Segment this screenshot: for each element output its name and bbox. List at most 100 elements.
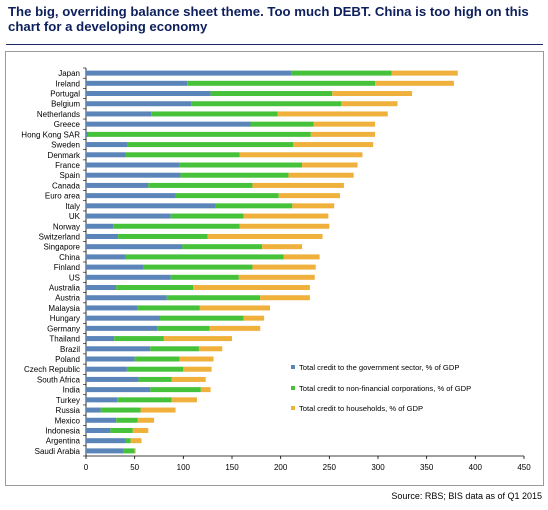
bar-corporations [170, 213, 244, 219]
category-label: Greece [54, 120, 81, 129]
bar-corporations [114, 336, 164, 342]
bar-households [302, 162, 358, 168]
category-label: Belgium [51, 100, 80, 109]
category-label: Hungary [50, 314, 80, 323]
category-label: Canada [52, 181, 81, 190]
x-tick-label: 100 [177, 463, 191, 472]
bar-government [86, 152, 126, 158]
bar-government [86, 131, 88, 137]
legend-swatch [291, 365, 295, 369]
bar-government [86, 264, 144, 270]
x-tick-label: 450 [517, 463, 531, 472]
bar-government [86, 387, 151, 393]
bar-corporations [151, 111, 278, 117]
bar-government [86, 376, 139, 382]
bar-households [193, 285, 310, 291]
x-tick-label: 0 [84, 463, 89, 472]
bar-government [86, 438, 126, 444]
bar-households [262, 244, 303, 250]
x-tick-label: 350 [420, 463, 434, 472]
bar-government [86, 417, 117, 423]
source-note: Source: RBS; BIS data as of Q1 2015 [391, 491, 542, 501]
bar-government [86, 142, 128, 148]
bar-households [132, 427, 149, 433]
bar-corporations [180, 172, 289, 178]
category-label: US [69, 273, 80, 282]
bar-corporations [150, 387, 201, 393]
category-label: Norway [53, 222, 80, 231]
bar-government [86, 80, 188, 86]
bar-corporations [175, 193, 279, 199]
bar-corporations [100, 407, 141, 413]
bar-households [252, 182, 344, 188]
bar-households [171, 397, 197, 403]
bar-government [86, 254, 126, 260]
bar-government [86, 274, 171, 280]
category-label: Finland [54, 263, 80, 272]
bar-households [288, 172, 354, 178]
bar-households [332, 91, 413, 97]
category-label: Japan [58, 69, 80, 78]
category-label: South Africa [37, 375, 81, 384]
category-label: Switzerland [39, 232, 80, 241]
legend-label: Total credit to households, % of GDP [299, 404, 423, 413]
bar-government [86, 162, 180, 168]
bar-government [86, 397, 118, 403]
category-label: Spain [60, 171, 80, 180]
bar-corporations [150, 346, 199, 352]
bar-government [86, 172, 181, 178]
bar-households [243, 315, 265, 321]
bar-households [179, 356, 214, 362]
bar-government [86, 336, 115, 342]
x-tick-label: 250 [323, 463, 337, 472]
x-tick-label: 50 [130, 463, 139, 472]
category-label: France [55, 161, 80, 170]
bar-government [86, 213, 171, 219]
bar-households [341, 101, 398, 107]
bar-corporations [122, 448, 135, 454]
bar-corporations [125, 254, 284, 260]
category-label: Denmark [48, 151, 81, 160]
category-label: Brazil [60, 345, 80, 354]
bar-government [86, 346, 151, 352]
category-label: Turkey [56, 396, 80, 405]
bar-households [134, 448, 136, 454]
bar-corporations [125, 152, 240, 158]
bar-households [292, 203, 335, 209]
category-label: Netherlands [37, 110, 80, 119]
bar-government [86, 315, 160, 321]
bar-households [198, 346, 223, 352]
bar-corporations [143, 264, 253, 270]
bar-corporations [125, 438, 131, 444]
bar-households [163, 336, 232, 342]
bar-corporations [138, 376, 172, 382]
x-tick-label: 400 [469, 463, 483, 472]
bar-government [86, 448, 123, 454]
bar-households [252, 264, 316, 270]
bar-households [277, 111, 388, 117]
category-label: Austria [55, 294, 80, 303]
category-label: Euro area [45, 192, 81, 201]
bar-corporations [182, 244, 263, 250]
bar-corporations [215, 203, 293, 209]
bar-government [86, 223, 114, 229]
bar-government [86, 325, 158, 331]
bar-government [86, 111, 152, 117]
bar-government [86, 193, 176, 199]
category-label: Sweden [51, 141, 80, 150]
category-label: UK [69, 212, 81, 221]
bar-corporations [126, 366, 184, 372]
category-label: Singapore [44, 243, 81, 252]
bar-corporations [118, 233, 208, 239]
category-label: China [59, 253, 80, 262]
bar-corporations [210, 91, 333, 97]
bar-corporations [187, 80, 376, 86]
bar-households [207, 233, 323, 239]
bar-households [375, 80, 454, 86]
bar-government [86, 305, 138, 311]
bar-households [199, 305, 270, 311]
bar-corporations [148, 182, 253, 188]
bar-government [86, 285, 117, 291]
category-label: Italy [65, 202, 80, 211]
legend-swatch [291, 386, 295, 390]
